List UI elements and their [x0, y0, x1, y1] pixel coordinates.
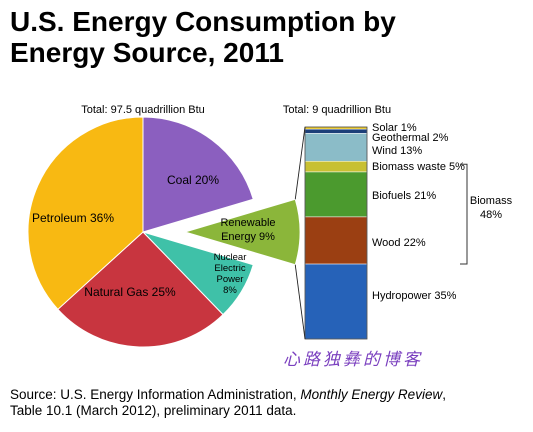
- pie-label-nuclear: Power: [217, 274, 244, 285]
- connector-line-bottom: [294, 264, 306, 340]
- bar-label-hydropower: Hydropower 35%: [372, 290, 457, 302]
- bar-label-wood: Wood 22%: [372, 237, 426, 249]
- pie-label-coal: Coal 20%: [167, 173, 219, 187]
- pie-label-petroleum: Petroleum 36%: [32, 211, 114, 225]
- title-line-1: U.S. Energy Consumption by: [10, 6, 396, 37]
- bar-segment-wood: [304, 216, 368, 265]
- chart-title: U.S. Energy Consumption by Energy Source…: [10, 6, 520, 68]
- pie-slice-petroleum: [27, 116, 144, 311]
- bar-label-wind: Wind 13%: [372, 145, 422, 157]
- bar-label-biomass: Biomass waste 5%: [372, 161, 465, 173]
- title-line-2: Energy Source, 2011: [10, 37, 284, 68]
- pie-label-nuclear: Nuclear: [214, 252, 247, 263]
- biomass-group-label: Biomass: [470, 195, 513, 207]
- connector-line-top: [294, 126, 306, 200]
- source-italic: Monthly Energy Review: [300, 387, 443, 402]
- biomass-group-label: 48%: [480, 209, 502, 221]
- bar-total-label: Total: 9 quadrillion Btu: [283, 104, 391, 116]
- pie-slice-coal: [142, 116, 254, 233]
- bar-outline: [304, 126, 368, 340]
- source-prefix: Source: U.S. Energy Information Administ…: [10, 387, 301, 402]
- pie-slice-renewable: [183, 198, 301, 266]
- pie-label-nuclear: Electric: [214, 263, 245, 274]
- bar-segment-hydropower: [304, 263, 368, 340]
- watermark: 心路独彝的博客: [283, 350, 423, 370]
- bar-segment-biofuels: [304, 171, 368, 218]
- bar-label-solar: Solar 1%: [372, 122, 417, 134]
- pie-label-renewable: Renewable: [220, 217, 275, 229]
- pie-label-natural: Natural Gas 25%: [84, 285, 176, 299]
- source-note: Source: U.S. Energy Information Administ…: [10, 387, 525, 419]
- pie-label-nuclear: 8%: [223, 285, 237, 296]
- pie-slice-natural: [57, 231, 224, 348]
- bar-label-biofuels: Biofuels 21%: [372, 190, 436, 202]
- source-line-2: Table 10.1 (March 2012), preliminary 201…: [10, 403, 297, 418]
- source-suffix: ,: [442, 387, 446, 402]
- biomass-bracket: [460, 163, 468, 265]
- pie-total-label: Total: 97.5 quadrillion Btu: [81, 104, 205, 116]
- bar-segment-geothermal: [304, 128, 368, 134]
- bar-label-geothermal: Geothermal 2%: [372, 132, 449, 144]
- pie-label-renewable: Energy 9%: [221, 231, 275, 243]
- bar-segment-biomass: [304, 161, 368, 173]
- bar-segment-wind: [304, 133, 368, 162]
